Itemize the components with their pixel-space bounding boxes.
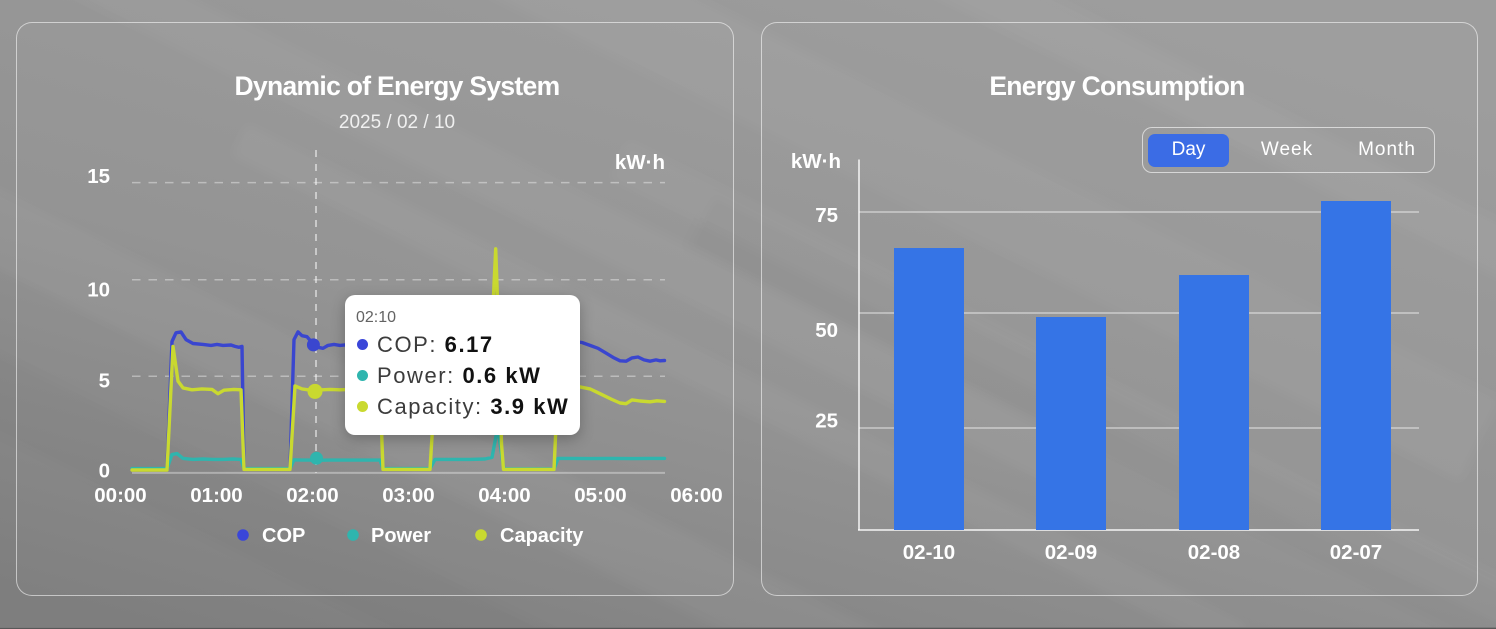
svg-text:50: 50 xyxy=(815,319,838,342)
svg-text:COP: COP xyxy=(262,525,305,547)
svg-text:25: 25 xyxy=(815,410,838,433)
svg-text:06:00: 06:00 xyxy=(670,484,722,507)
svg-text:5: 5 xyxy=(99,369,110,392)
svg-text:02-08: 02-08 xyxy=(1188,541,1240,564)
svg-text:02-10: 02-10 xyxy=(903,541,955,564)
svg-text:Capacity: Capacity xyxy=(500,525,584,547)
svg-text:02-09: 02-09 xyxy=(1045,541,1097,564)
svg-text:kW·h: kW·h xyxy=(791,150,841,173)
svg-text:kW·h: kW·h xyxy=(615,151,665,174)
svg-text:00:00: 00:00 xyxy=(94,484,146,507)
svg-text:10: 10 xyxy=(87,278,110,301)
svg-text:05:00: 05:00 xyxy=(574,484,626,507)
svg-text:03:00: 03:00 xyxy=(382,484,434,507)
svg-text:01:00: 01:00 xyxy=(190,484,242,507)
svg-text:02-07: 02-07 xyxy=(1330,541,1382,564)
svg-text:75: 75 xyxy=(815,204,838,227)
svg-text:04:00: 04:00 xyxy=(478,484,530,507)
svg-text:15: 15 xyxy=(87,165,110,188)
svg-text:Power: Power xyxy=(371,525,431,547)
svg-text:0: 0 xyxy=(99,459,110,482)
svg-text:02:00: 02:00 xyxy=(286,484,338,507)
